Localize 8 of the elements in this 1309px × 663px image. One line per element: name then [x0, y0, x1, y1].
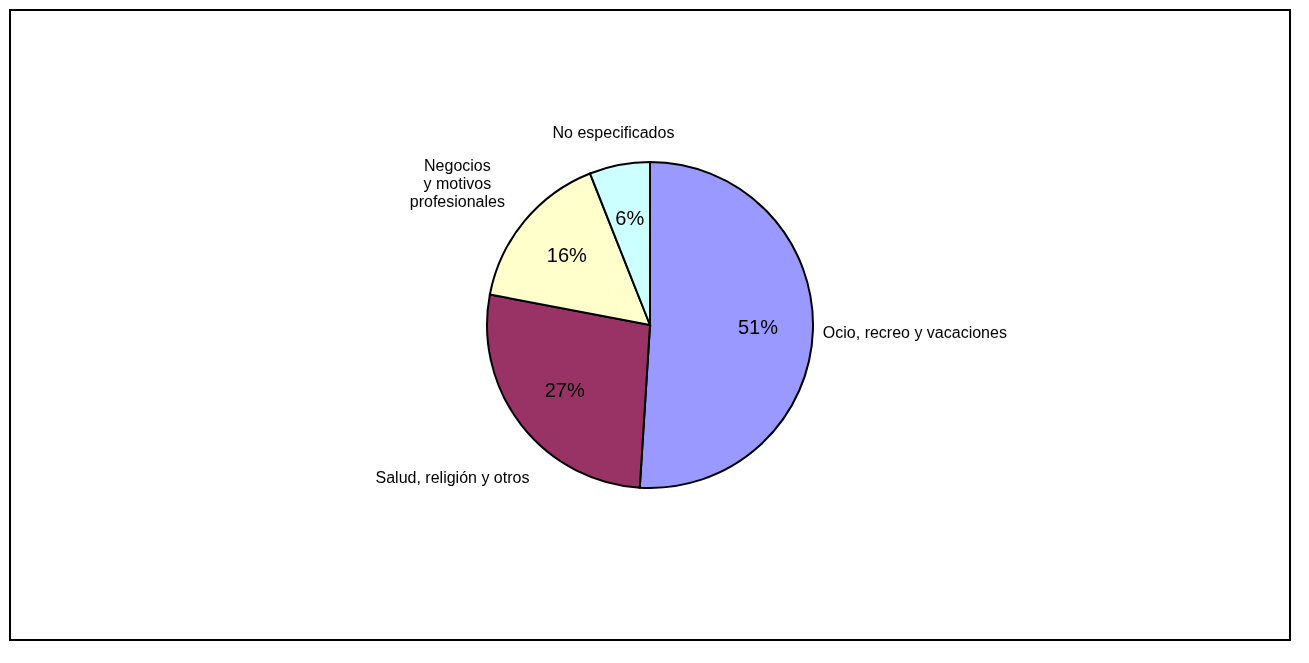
data-label: 6%	[615, 206, 645, 229]
slice-label: Salud, religión y otros	[375, 469, 530, 487]
slice-label: Ocio, recreo y vacaciones	[822, 324, 1007, 342]
data-label: 27%	[544, 379, 585, 402]
data-label: 51%	[737, 316, 779, 339]
data-label: 16%	[546, 244, 588, 267]
slice-label: Negocios y motivos profesionales	[409, 156, 505, 210]
slice-label: No especificados	[552, 124, 675, 142]
